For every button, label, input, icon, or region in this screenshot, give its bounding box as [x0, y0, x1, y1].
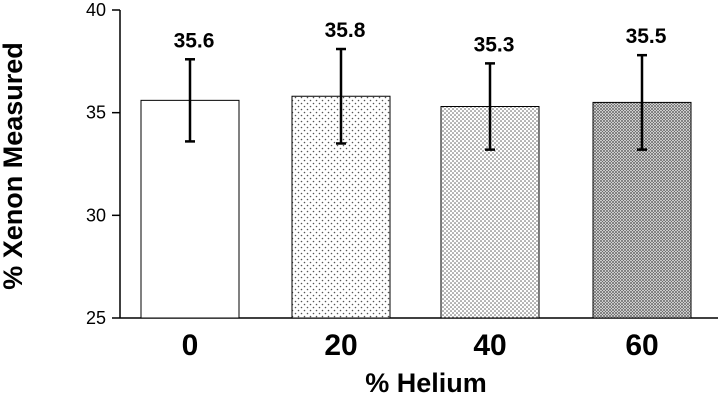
- x-category-label: 0: [182, 329, 199, 362]
- y-axis-title: % Xenon Measured: [0, 42, 28, 290]
- x-axis-title: % Helium: [365, 368, 487, 398]
- x-category-label: 20: [324, 329, 357, 362]
- y-tick-label: 40: [86, 0, 106, 20]
- y-tick-label: 35: [86, 103, 106, 123]
- x-category-labels-group: 0 20 40 60: [182, 329, 659, 362]
- data-label: 35.8: [325, 19, 366, 42]
- x-category-label: 60: [625, 329, 658, 362]
- y-ticks-group: 25 30 35 40: [86, 0, 120, 328]
- data-label: 35.5: [626, 25, 667, 48]
- x-category-label: 40: [473, 329, 506, 362]
- bars-group: [140, 95, 692, 319]
- data-label: 35.6: [174, 29, 215, 52]
- data-label: 35.3: [474, 33, 515, 56]
- y-tick-label: 30: [86, 205, 106, 225]
- y-tick-label: 25: [86, 308, 106, 328]
- error-bars-group: [185, 47, 647, 151]
- data-labels-group: 35.6 35.8 35.3 35.5: [174, 19, 667, 56]
